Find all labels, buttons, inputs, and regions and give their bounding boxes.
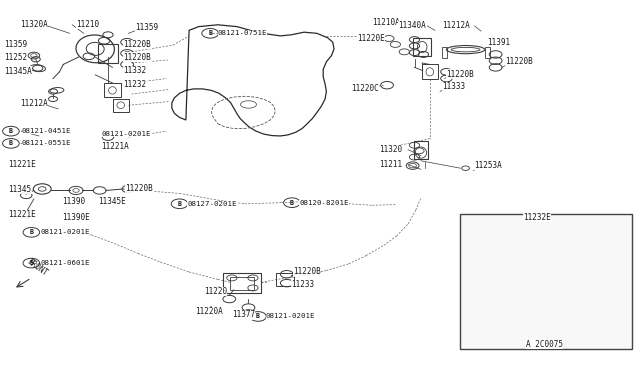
Text: 11220B: 11220B bbox=[447, 70, 474, 78]
Text: 08121-0601E: 08121-0601E bbox=[40, 260, 90, 266]
Text: 11340A: 11340A bbox=[398, 22, 426, 31]
Bar bbox=[230, 277, 254, 289]
Text: FRONT: FRONT bbox=[25, 257, 49, 278]
Text: 11253A: 11253A bbox=[474, 161, 502, 170]
Text: 11320: 11320 bbox=[379, 145, 402, 154]
Text: 11220B: 11220B bbox=[505, 57, 533, 66]
Text: 11220C: 11220C bbox=[351, 84, 378, 93]
Text: B: B bbox=[290, 200, 294, 206]
Text: 11221A: 11221A bbox=[102, 142, 129, 151]
Text: 11212A: 11212A bbox=[443, 22, 470, 31]
Text: 11220B: 11220B bbox=[124, 52, 151, 61]
Text: B: B bbox=[29, 229, 33, 235]
Text: 11333: 11333 bbox=[443, 82, 466, 91]
Bar bbox=[223, 273, 261, 293]
Text: B: B bbox=[177, 201, 182, 207]
Text: 11232E: 11232E bbox=[523, 213, 551, 222]
Text: 11332: 11332 bbox=[124, 66, 147, 75]
Text: 08121-0201E: 08121-0201E bbox=[102, 131, 151, 137]
Text: 08121-0551E: 08121-0551E bbox=[22, 140, 71, 146]
Bar bbox=[276, 273, 294, 286]
Text: 11359: 11359 bbox=[135, 23, 158, 32]
Text: B: B bbox=[29, 260, 33, 266]
Text: B: B bbox=[9, 128, 13, 134]
Text: 11220A: 11220A bbox=[195, 307, 223, 316]
Text: 11220E: 11220E bbox=[357, 34, 385, 43]
Text: 08121-0451E: 08121-0451E bbox=[22, 128, 71, 134]
Text: 08121-0751E: 08121-0751E bbox=[218, 30, 268, 36]
Text: 08127-0201E: 08127-0201E bbox=[187, 201, 237, 207]
Text: 11377: 11377 bbox=[232, 311, 255, 320]
Text: 11220B: 11220B bbox=[124, 40, 151, 49]
Text: 11359: 11359 bbox=[4, 40, 27, 49]
Bar bbox=[413, 38, 431, 56]
Bar bbox=[461, 214, 632, 349]
Text: 11233: 11233 bbox=[291, 280, 314, 289]
Text: 11391: 11391 bbox=[487, 38, 511, 47]
Text: 11345: 11345 bbox=[8, 185, 31, 194]
Text: 11221E: 11221E bbox=[8, 160, 36, 169]
Bar bbox=[99, 44, 118, 62]
Bar bbox=[442, 47, 447, 58]
Bar bbox=[484, 47, 490, 58]
Bar bbox=[422, 64, 438, 79]
Text: 11210A: 11210A bbox=[372, 18, 400, 27]
Text: 08121-0201E: 08121-0201E bbox=[40, 229, 90, 235]
Text: 11220B: 11220B bbox=[293, 267, 321, 276]
Text: B: B bbox=[208, 30, 212, 36]
Bar bbox=[104, 83, 122, 97]
Text: 11221E: 11221E bbox=[8, 211, 36, 219]
Text: 11210: 11210 bbox=[76, 20, 99, 29]
Text: 11345A: 11345A bbox=[4, 67, 31, 76]
Text: 11390E: 11390E bbox=[62, 213, 90, 222]
Text: 11220B: 11220B bbox=[125, 185, 153, 193]
Text: 11232: 11232 bbox=[124, 80, 147, 89]
Text: 11212A: 11212A bbox=[20, 99, 47, 108]
Text: 11211: 11211 bbox=[379, 160, 402, 169]
Text: 11220: 11220 bbox=[204, 287, 227, 296]
Text: 11345E: 11345E bbox=[98, 197, 125, 206]
Text: 08121-0201E: 08121-0201E bbox=[266, 314, 316, 320]
Text: B: B bbox=[9, 140, 13, 146]
Text: B: B bbox=[256, 314, 260, 320]
Text: 11252: 11252 bbox=[4, 52, 27, 61]
Bar bbox=[414, 141, 428, 158]
Text: 11390: 11390 bbox=[62, 197, 85, 206]
Text: 08120-8201E: 08120-8201E bbox=[300, 200, 349, 206]
Text: 11320A: 11320A bbox=[20, 20, 47, 29]
Text: A 2C0075: A 2C0075 bbox=[525, 340, 563, 349]
Bar bbox=[113, 99, 129, 112]
